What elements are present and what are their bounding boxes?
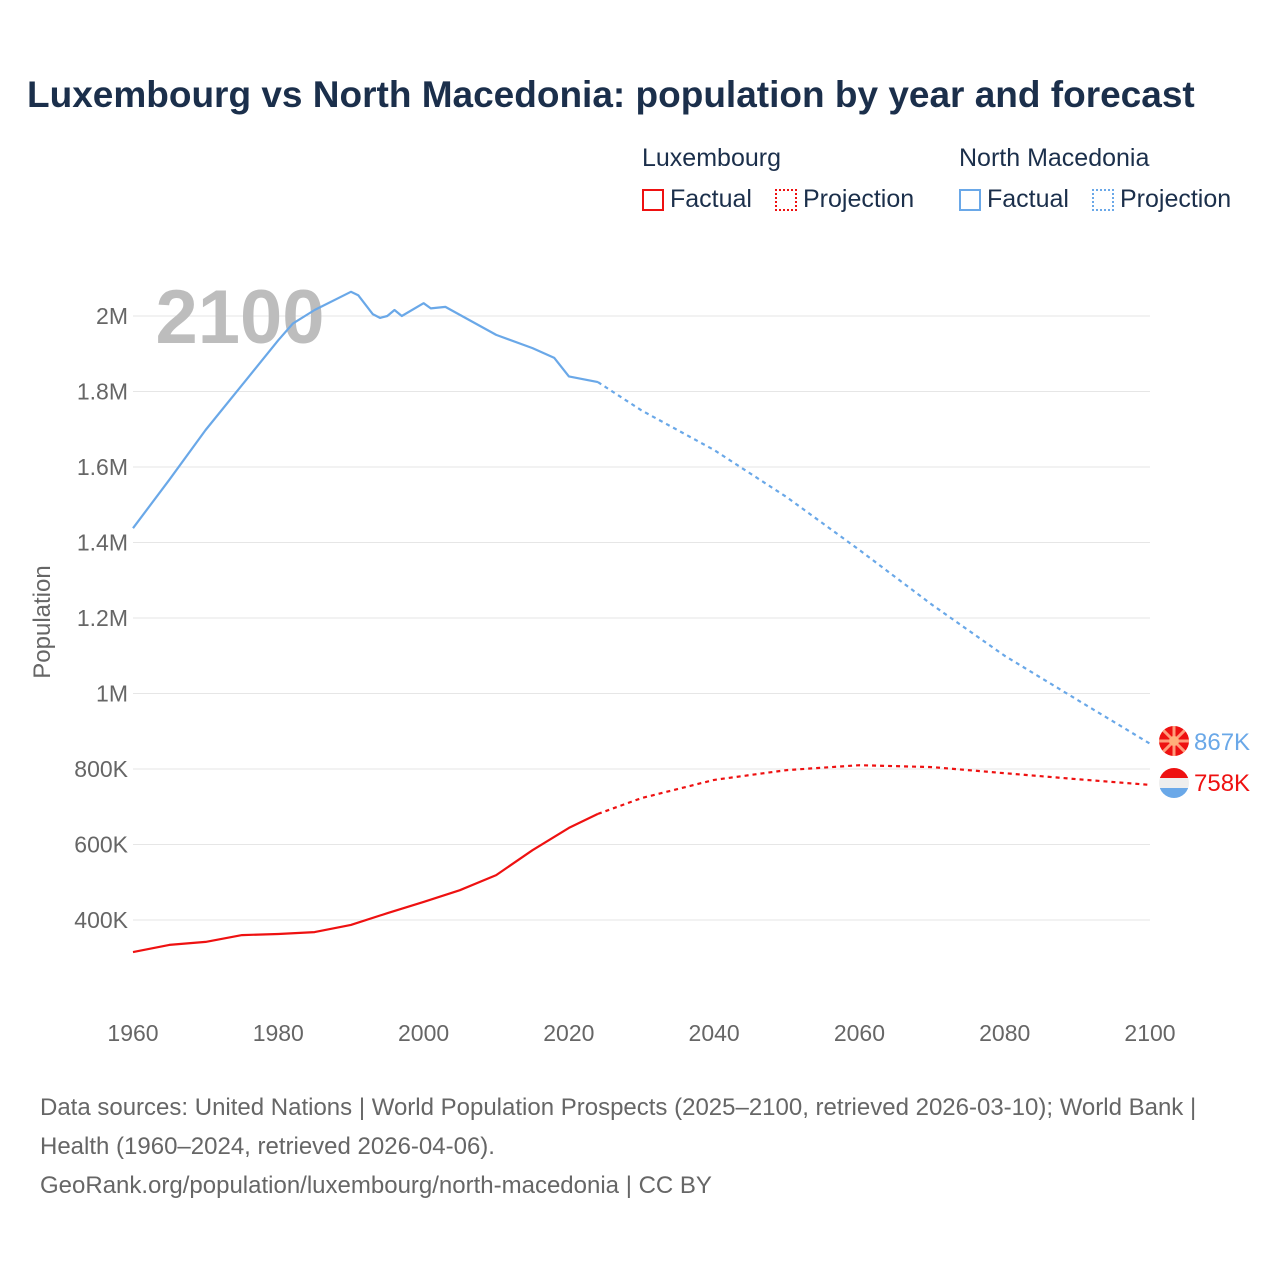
y-tick-label: 600K [74,832,128,858]
legend-swatch-dotted [775,188,797,211]
y-tick-label: 1.2M [77,605,128,631]
legend-item-luxembourg-factual[interactable]: Factual [642,185,752,214]
footer: Data sources: United Nations | World Pop… [40,1088,1240,1205]
legend-label: Factual [987,185,1069,213]
legend-item-north-macedonia-projection[interactable]: Projection [1092,185,1231,214]
x-tick-label: 2000 [398,1020,449,1046]
end-label-luxembourg: 758K [1194,770,1250,797]
legend-label: Factual [670,185,752,213]
y-tick-label: 1.4M [77,530,128,556]
y-tick-label: 800K [74,756,128,782]
y-tick-label: 1M [96,681,128,707]
legend-swatch-solid [959,188,981,211]
x-tick-label: 2020 [543,1020,594,1046]
y-axis-label: Population [29,565,56,678]
north-macedonia-flag-icon [1159,726,1189,756]
flag-stripe-white [1159,778,1189,788]
footer-url[interactable]: GeoRank.org/population/luxembourg/north-… [40,1172,712,1199]
x-tick-label: 2040 [689,1020,740,1046]
line-north-macedonia-projection [597,381,1151,745]
legend-label: Projection [1120,185,1232,213]
line-luxembourg-factual [132,812,599,954]
legend-swatch-dotted [1092,188,1114,211]
y-tick-label: 1.8M [77,379,128,405]
legend-label: Projection [803,185,915,213]
y-tick-label: 1.6M [77,454,128,480]
legend-item-north-macedonia-factual[interactable]: Factual [959,185,1069,214]
luxembourg-flag-icon [1159,768,1189,798]
year-overlay: 2100 [155,275,324,360]
line-luxembourg-projection [597,764,1151,815]
legend-swatch-solid [642,188,664,211]
x-tick-label: 1980 [253,1020,304,1046]
x-tick-label: 2080 [979,1020,1030,1046]
legend-item-luxembourg-projection[interactable]: Projection [775,185,914,214]
chart-title: Luxembourg vs North Macedonia: populatio… [27,74,1195,115]
legend-group-north-macedonia: North Macedonia [959,144,1150,172]
legend-group-luxembourg: Luxembourg [642,144,781,172]
line-north-macedonia-factual [132,290,599,529]
flag-stripe-blue [1159,788,1189,798]
end-label-north-macedonia: 867K [1194,729,1250,756]
y-tick-label: 2M [96,303,128,329]
y-tick-label: 400K [74,907,128,933]
x-tick-label: 2100 [1124,1020,1175,1046]
flag-sun [1169,736,1179,746]
footer-sources: Data sources: United Nations | World Pop… [40,1094,1197,1160]
x-tick-label: 1960 [107,1020,158,1046]
flag-stripe-red [1159,768,1189,778]
x-tick-label: 2060 [834,1020,885,1046]
